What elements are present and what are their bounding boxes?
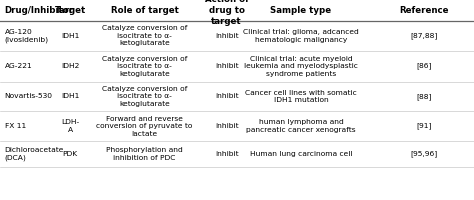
Text: IDH1: IDH1: [61, 33, 79, 39]
Text: [95,96]: [95,96]: [410, 150, 438, 157]
Text: Human lung carcinoma cell: Human lung carcinoma cell: [250, 151, 352, 157]
Text: [91]: [91]: [417, 123, 432, 129]
Text: Catalyze conversion of
isocitrate to α-
ketoglutarate: Catalyze conversion of isocitrate to α- …: [102, 56, 187, 77]
Text: Drug/Inhibitor: Drug/Inhibitor: [5, 6, 74, 15]
Text: FX 11: FX 11: [5, 123, 26, 129]
Text: LDH-
A: LDH- A: [61, 119, 79, 133]
Text: Clinical trial: glioma, adcanced
hematologic malignancy: Clinical trial: glioma, adcanced hematol…: [243, 29, 359, 43]
Text: IDH2: IDH2: [61, 63, 79, 69]
Text: Novartis-530: Novartis-530: [5, 93, 53, 99]
Text: human lymphoma and
pancreatic cancer xenografts: human lymphoma and pancreatic cancer xen…: [246, 119, 356, 133]
Text: Target: Target: [55, 6, 86, 15]
Text: inhibit: inhibit: [215, 63, 238, 69]
Text: AG-221: AG-221: [5, 63, 33, 69]
Text: AG-120
(Ivosidenib): AG-120 (Ivosidenib): [5, 29, 49, 43]
Text: Action of
drug to
target: Action of drug to target: [205, 0, 248, 26]
Text: Catalyze conversion of
isocitrate to α-
ketoglutarate: Catalyze conversion of isocitrate to α- …: [102, 86, 187, 107]
Text: PDK: PDK: [63, 151, 78, 157]
Text: Role of target: Role of target: [110, 6, 179, 15]
Text: Phosphorylation and
inhibition of PDC: Phosphorylation and inhibition of PDC: [106, 147, 183, 161]
Text: Sample type: Sample type: [271, 6, 331, 15]
Text: inhibit: inhibit: [215, 33, 238, 39]
Text: [88]: [88]: [417, 93, 432, 100]
Text: inhibit: inhibit: [215, 93, 238, 99]
Text: Catalyze conversion of
isocitrate to α-
ketoglutarate: Catalyze conversion of isocitrate to α- …: [102, 25, 187, 46]
Text: inhibit: inhibit: [215, 151, 238, 157]
Text: inhibit: inhibit: [215, 123, 238, 129]
Text: [87,88]: [87,88]: [410, 32, 438, 39]
Text: Clinical trial: acute myeloid
leukemia and myelodysplastic
syndrome patients: Clinical trial: acute myeloid leukemia a…: [244, 56, 358, 77]
Text: IDH1: IDH1: [61, 93, 79, 99]
Text: [86]: [86]: [417, 63, 432, 69]
Text: Cancer cell lines with somatic
IDH1 mutation: Cancer cell lines with somatic IDH1 muta…: [245, 90, 357, 103]
Text: Dichloroacetate
(DCA): Dichloroacetate (DCA): [5, 147, 64, 161]
Text: Forward and reverse
conversion of pyruvate to
lactate: Forward and reverse conversion of pyruva…: [96, 116, 193, 137]
Text: Reference: Reference: [400, 6, 449, 15]
